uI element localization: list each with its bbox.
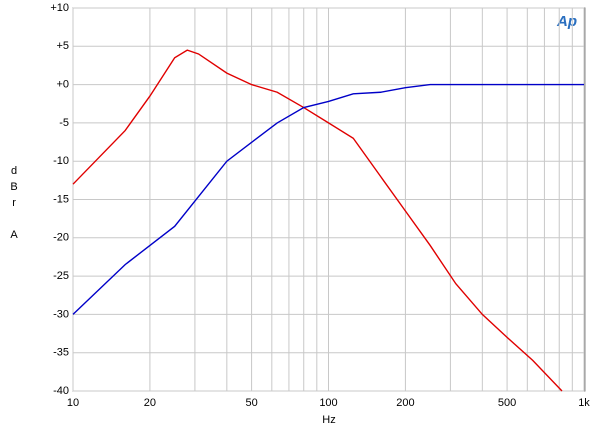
x-tick-label: 500: [498, 397, 516, 409]
y-tick-label: -20: [53, 232, 69, 244]
y-tick-label: -5: [59, 117, 69, 129]
y-tick-label: -40: [53, 385, 69, 397]
y-tick-label: +0: [56, 79, 69, 91]
series-line: [72, 49, 563, 392]
y-tick-label: -30: [53, 308, 69, 320]
y-tick-label: -25: [53, 270, 69, 282]
x-tick-label: 10: [67, 397, 79, 409]
y-tick-label: -15: [53, 193, 69, 205]
y-tick-label: +5: [56, 40, 69, 52]
logo: Ap: [556, 13, 577, 30]
y-tick-label: +10: [50, 2, 69, 14]
x-tick-label: 20: [144, 397, 156, 409]
x-tick-label: 50: [245, 397, 257, 409]
x-axis-label: Hz: [322, 414, 335, 426]
x-tick-label: 100: [319, 397, 337, 409]
x-tick-label: 200: [396, 397, 414, 409]
y-axis-label: dBr A: [8, 165, 20, 245]
y-tick-label: -35: [53, 347, 69, 359]
series-line: [72, 83, 584, 315]
x-tick-label: 1k: [578, 397, 590, 409]
y-tick-label: -10: [53, 155, 69, 167]
